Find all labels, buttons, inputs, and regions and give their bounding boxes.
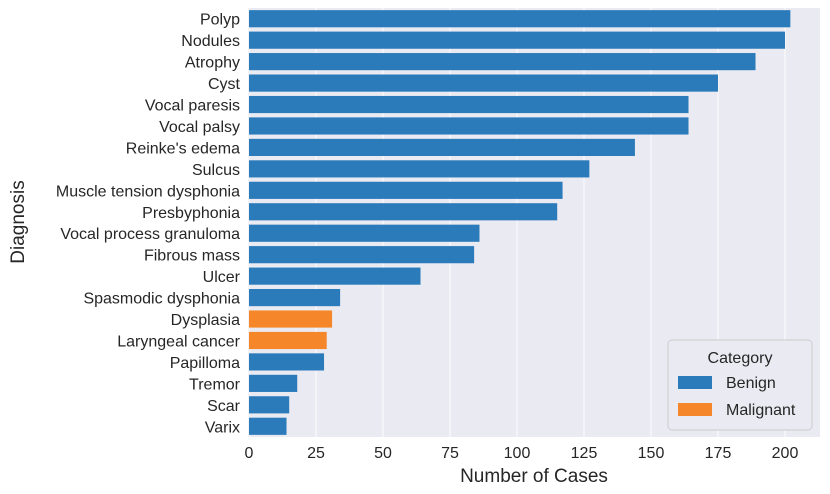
- x-tick-label: 0: [245, 445, 254, 462]
- x-tick-label: 150: [638, 445, 665, 462]
- bar-presbyphonia: [249, 203, 558, 221]
- bar-vocal-paresis: [249, 95, 689, 114]
- bar-sulcus: [249, 160, 590, 178]
- x-tick-label: 25: [307, 445, 325, 462]
- y-tick-label: Presbyphonia: [142, 205, 240, 222]
- y-tick-label: Vocal palsy: [159, 119, 240, 136]
- y-tick-labels: Polyp Nodules Atrophy Cyst Vocal paresis Voca…: [56, 12, 241, 437]
- y-tick-label: Cyst: [208, 76, 241, 93]
- bar-spasmodic-dysphonia: [249, 288, 341, 307]
- x-tick-label: 200: [772, 445, 799, 462]
- legend: Category Benign Malignant: [667, 339, 813, 431]
- y-tick-label: Dysplasia: [171, 312, 240, 329]
- y-tick-label: Vocal paresis: [145, 98, 240, 115]
- legend-title: Category: [708, 350, 773, 367]
- y-tick-label: Tremor: [189, 376, 241, 393]
- x-tick-label: 100: [504, 445, 531, 462]
- y-tick-label: Scar: [207, 398, 241, 415]
- bar-atrophy: [249, 53, 756, 71]
- x-tick-label: 75: [441, 445, 459, 462]
- bar-nodules: [249, 31, 785, 49]
- y-tick-label: Varix: [205, 419, 240, 436]
- x-tick-label: 125: [571, 445, 598, 462]
- legend-label-malignant: Malignant: [726, 402, 796, 419]
- y-tick-label: Muscle tension dysphonia: [56, 183, 240, 200]
- bar-tremor: [249, 374, 298, 392]
- y-axis-label: Diagnosis: [8, 180, 29, 263]
- x-tick-label: 175: [705, 445, 732, 462]
- y-tick-label: Spasmodic dysphonia: [83, 291, 240, 308]
- bar-dysplasia: [249, 310, 333, 328]
- y-tick-label: Fibrous mass: [144, 248, 240, 265]
- bar-laryngeal-cancer: [249, 331, 327, 350]
- bar-fibrous-mass: [249, 246, 475, 264]
- y-tick-label: Polyp: [200, 12, 240, 29]
- legend-swatch-benign: [678, 376, 712, 389]
- x-tick-label: 50: [374, 445, 392, 462]
- bar-ulcer: [249, 267, 421, 285]
- x-tick-labels: 0 25 50 75 100 125 150 175 200: [245, 445, 799, 462]
- legend-swatch-malignant: [678, 403, 712, 416]
- bar-papilloma: [249, 353, 325, 371]
- y-tick-label: Ulcer: [203, 269, 241, 286]
- bars: [249, 10, 791, 435]
- bar-polyp: [249, 10, 791, 28]
- bar-vocal-palsy: [249, 117, 689, 135]
- bar-muscle-tension-dysphonia: [249, 181, 563, 199]
- y-tick-label: Laryngeal cancer: [117, 333, 240, 350]
- y-tick-label: Sulcus: [192, 162, 240, 179]
- y-tick-label: Nodules: [181, 33, 240, 50]
- bar-vocal-process-granuloma: [249, 224, 480, 242]
- bar-cyst: [249, 74, 718, 92]
- bar-reinke-s-edema: [249, 138, 635, 157]
- x-axis-label: Number of Cases: [460, 466, 608, 487]
- y-tick-label: Reinke's edema: [126, 140, 240, 157]
- bar-varix: [249, 417, 287, 435]
- y-tick-label: Atrophy: [185, 55, 240, 72]
- y-tick-label: Papilloma: [170, 355, 240, 372]
- y-tick-label: Vocal process granuloma: [60, 226, 240, 243]
- legend-label-benign: Benign: [726, 375, 776, 392]
- bar-scar: [249, 396, 290, 414]
